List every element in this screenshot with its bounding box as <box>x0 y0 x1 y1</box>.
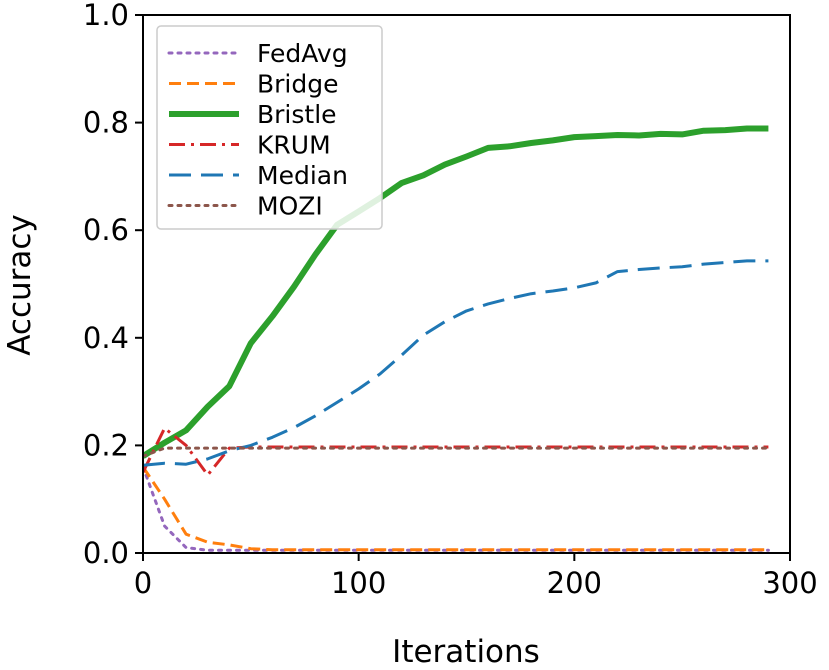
series-line-bristle <box>143 125 769 459</box>
legend-label-fedavg: FedAvg <box>257 39 348 68</box>
y-axis-label: Accuracy <box>2 214 38 356</box>
x-tick-label: 0 <box>134 566 152 600</box>
series-line-krum <box>143 426 769 477</box>
y-tick-label: 0.0 <box>83 536 129 570</box>
series-line-fedavg <box>143 465 770 552</box>
x-axis-label: Iterations <box>392 634 540 670</box>
legend-label-bristle: Bristle <box>257 100 337 129</box>
x-tick-label: 100 <box>331 566 386 600</box>
x-tick-label: 200 <box>547 566 602 600</box>
legend-label-median: Median <box>257 161 348 190</box>
y-tick-label: 0.2 <box>83 428 129 462</box>
series-line-bridge <box>143 466 769 552</box>
series-line-median <box>143 259 769 467</box>
series-layer <box>143 125 770 552</box>
legend-frame <box>156 25 383 230</box>
axes-layer <box>142 14 791 554</box>
plot-frame <box>142 14 791 554</box>
y-tick-label: 0.4 <box>83 321 129 355</box>
y-tick-label: 0.6 <box>83 213 129 247</box>
ticks-layer: 0 100 200 300 0.0 0.2 0.4 0.6 0.8 1.0 <box>83 0 818 600</box>
legend-label-mozi: MOZI <box>257 192 323 221</box>
x-tick-label: 300 <box>762 566 817 600</box>
series-line-mozi <box>143 446 770 458</box>
legend-label-krum: KRUM <box>257 131 331 160</box>
legend-label-bridge: Bridge <box>257 70 339 99</box>
y-tick-label: 1.0 <box>83 0 129 32</box>
y-tick-label: 0.8 <box>83 106 129 140</box>
